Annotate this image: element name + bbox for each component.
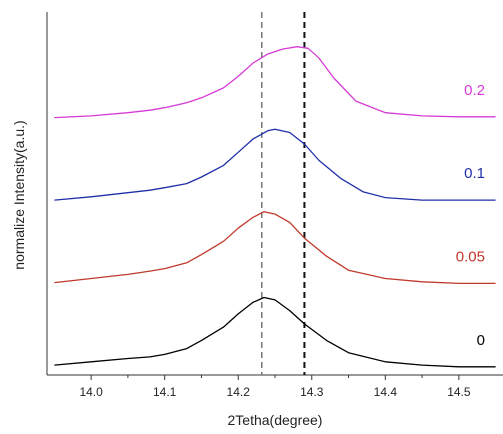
x-tick-label: 14.4 — [374, 385, 398, 399]
series-label-2: 0.05 — [456, 248, 485, 265]
x-tick-label: 14.5 — [447, 385, 471, 399]
x-tick-label: 14.1 — [153, 385, 177, 399]
y-axis-title: normalize Intensity(a.u.) — [11, 120, 27, 269]
series-line-1 — [54, 296, 496, 368]
series-label-3: 0.1 — [464, 165, 485, 182]
series-lines — [54, 46, 496, 368]
series-label-4: 0.2 — [464, 82, 485, 99]
reference-lines — [261, 12, 306, 375]
series-line-4 — [54, 46, 496, 119]
x-ticks: 14.0 14.1 14.2 14.3 14.4 14.5 — [79, 375, 471, 399]
series-label-1: 0 — [477, 332, 485, 349]
series-labels: 0 0.05 0.1 0.2 — [456, 82, 485, 349]
x-axis-title: 2Tetha(degree) — [228, 412, 323, 428]
x-tick-label: 14.2 — [227, 385, 251, 399]
x-tick-label: 14.0 — [79, 385, 103, 399]
series-line-2 — [54, 211, 496, 285]
series-line-3 — [54, 128, 496, 201]
x-tick-label: 14.3 — [300, 385, 324, 399]
